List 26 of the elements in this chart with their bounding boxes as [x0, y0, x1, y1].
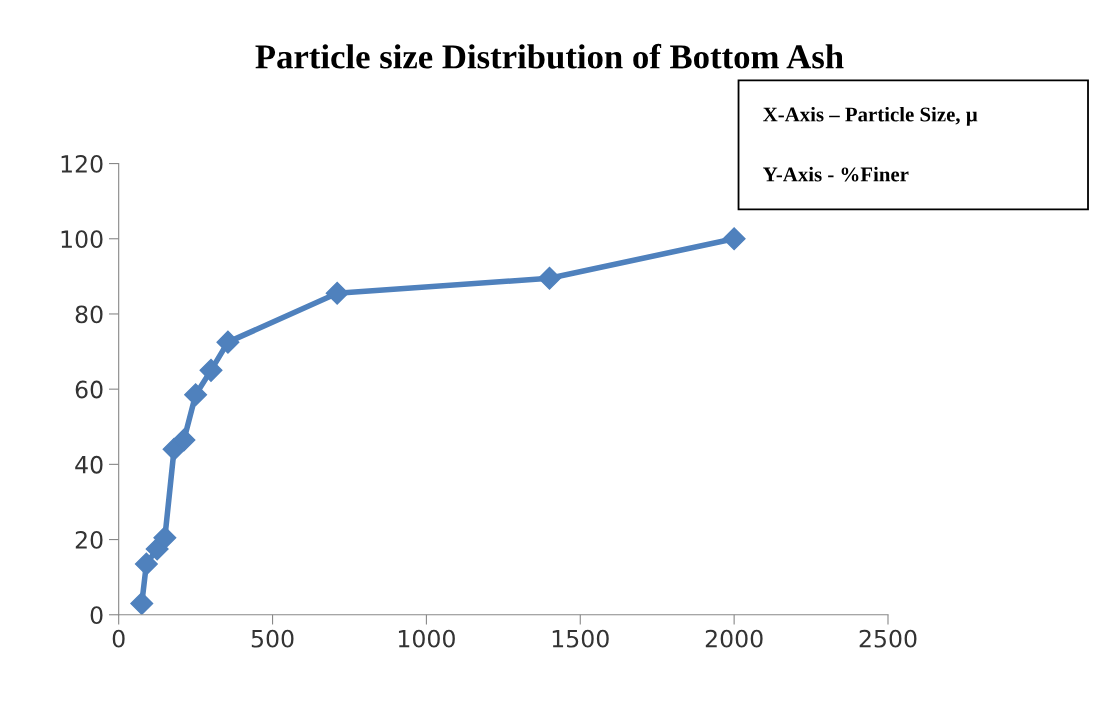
x-tick-label: 0	[112, 629, 125, 648]
point	[153, 526, 177, 550]
point	[216, 330, 240, 354]
annotation: Y-Axis - %Finer	[763, 166, 909, 182]
point	[199, 358, 223, 382]
chart-title: Particle size Distribution of Bottom Ash	[255, 43, 844, 69]
x-tick-label: 2500	[859, 629, 917, 648]
y-tick-label: 40	[75, 455, 103, 474]
y-tick-label: 120	[61, 155, 103, 173]
point	[130, 591, 154, 615]
point	[538, 266, 561, 290]
point	[172, 428, 196, 452]
y-tick-label: 0	[90, 606, 103, 625]
x-tick-label: 1500	[552, 629, 609, 648]
x-tick-label: 1000	[398, 629, 455, 648]
point	[184, 383, 208, 407]
point	[325, 281, 349, 305]
text: X-Axis – Particle Size, µ	[763, 106, 978, 126]
x-tick-label: 2000	[705, 629, 763, 648]
y-tick-label: 20	[75, 531, 103, 549]
y-tick-label: 80	[75, 305, 103, 324]
x-tick-label: 500	[251, 629, 294, 648]
point	[722, 227, 746, 251]
y-tick-label: 100	[61, 230, 103, 249]
point	[134, 552, 158, 576]
y-tick-label: 60	[75, 380, 103, 399]
